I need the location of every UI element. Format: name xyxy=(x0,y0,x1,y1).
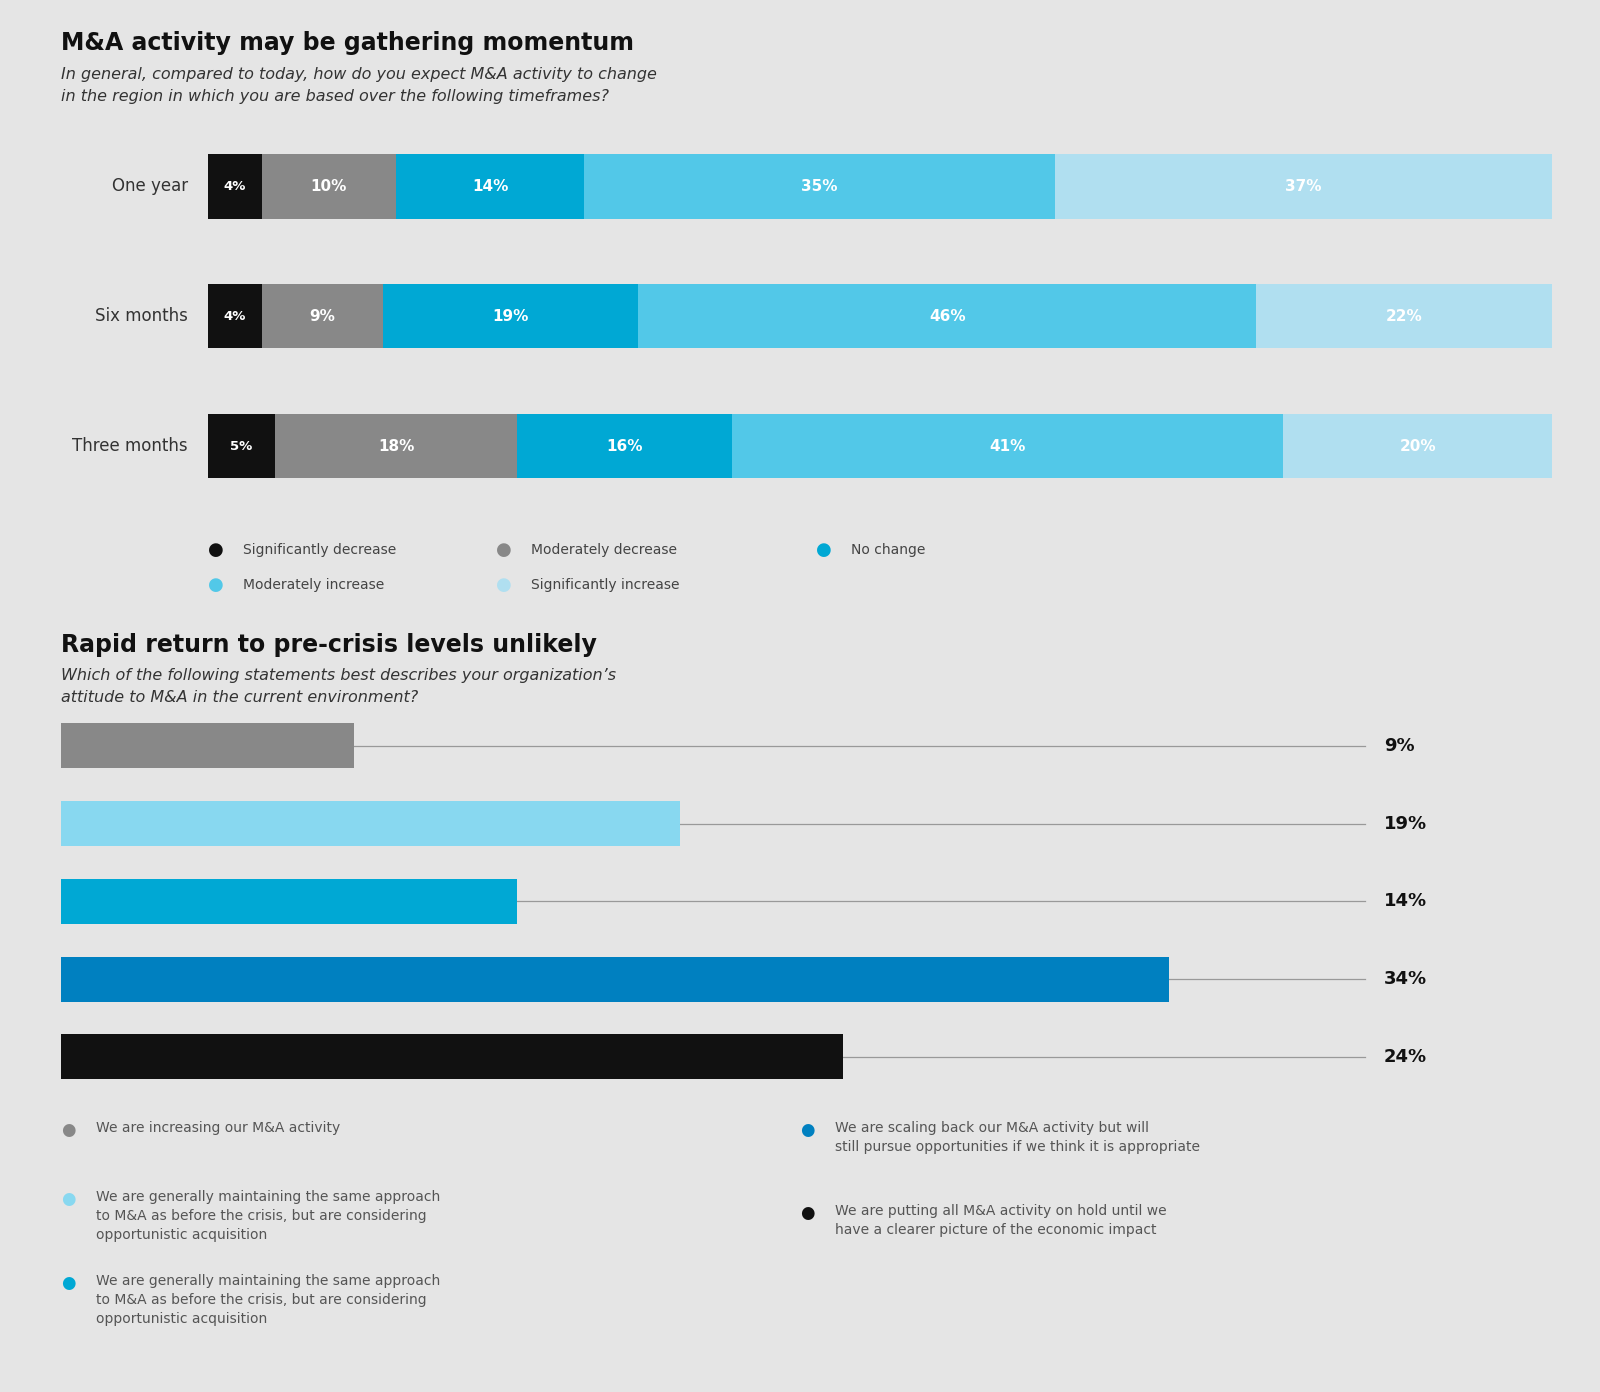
Text: 4%: 4% xyxy=(224,310,246,323)
Bar xyxy=(208,284,262,348)
Text: 46%: 46% xyxy=(930,309,965,324)
Text: One year: One year xyxy=(112,177,187,195)
Bar xyxy=(397,155,584,219)
Bar xyxy=(733,413,1283,479)
Text: ●: ● xyxy=(61,1190,75,1208)
Text: M&A activity may be gathering momentum: M&A activity may be gathering momentum xyxy=(61,31,634,54)
Bar xyxy=(61,1034,843,1079)
Text: 35%: 35% xyxy=(802,180,838,193)
Bar xyxy=(208,155,262,219)
Text: 10%: 10% xyxy=(310,180,347,193)
Bar xyxy=(517,413,733,479)
Text: 4%: 4% xyxy=(224,180,246,193)
Bar xyxy=(208,413,275,479)
Text: 5%: 5% xyxy=(230,440,253,452)
Text: No change: No change xyxy=(851,543,925,557)
Bar xyxy=(1283,413,1552,479)
Text: 18%: 18% xyxy=(378,438,414,454)
Text: Moderately increase: Moderately increase xyxy=(243,578,384,592)
Text: ●: ● xyxy=(816,541,832,558)
Text: ●: ● xyxy=(496,576,512,593)
Text: ●: ● xyxy=(61,1274,75,1292)
Text: 9%: 9% xyxy=(309,309,334,324)
Bar xyxy=(61,956,1170,1002)
Text: 34%: 34% xyxy=(1384,970,1427,988)
Text: 37%: 37% xyxy=(1285,180,1322,193)
Text: ●: ● xyxy=(208,576,224,593)
Text: 9%: 9% xyxy=(1384,736,1414,754)
Text: Moderately decrease: Moderately decrease xyxy=(531,543,677,557)
Text: We are generally maintaining the same approach
to M&A as before the crisis, but : We are generally maintaining the same ap… xyxy=(96,1274,440,1325)
Text: 19%: 19% xyxy=(493,309,528,324)
Text: Rapid return to pre-crisis levels unlikely: Rapid return to pre-crisis levels unlike… xyxy=(61,633,597,657)
Text: Significantly decrease: Significantly decrease xyxy=(243,543,397,557)
Text: In general, compared to today, how do you expect M&A activity to change
in the r: In general, compared to today, how do yo… xyxy=(61,67,656,104)
Text: We are putting all M&A activity on hold until we
have a clearer picture of the e: We are putting all M&A activity on hold … xyxy=(835,1204,1166,1237)
Text: 24%: 24% xyxy=(1384,1048,1427,1066)
Text: Significantly increase: Significantly increase xyxy=(531,578,680,592)
Bar xyxy=(382,284,638,348)
Text: We are generally maintaining the same approach
to M&A as before the crisis, but : We are generally maintaining the same ap… xyxy=(96,1190,440,1242)
Text: ●: ● xyxy=(208,541,224,558)
Text: 19%: 19% xyxy=(1384,814,1427,832)
Text: 41%: 41% xyxy=(989,438,1026,454)
Text: Six months: Six months xyxy=(94,308,187,326)
Bar xyxy=(638,284,1256,348)
Text: 16%: 16% xyxy=(606,438,643,454)
Text: 22%: 22% xyxy=(1386,309,1422,324)
Text: 20%: 20% xyxy=(1400,438,1435,454)
Text: We are scaling back our M&A activity but will
still pursue opportunities if we t: We are scaling back our M&A activity but… xyxy=(835,1121,1200,1154)
Bar xyxy=(275,413,517,479)
Text: ●: ● xyxy=(800,1121,814,1139)
Bar xyxy=(61,724,354,768)
Bar xyxy=(1054,155,1552,219)
Text: Which of the following statements best describes your organization’s
attitude to: Which of the following statements best d… xyxy=(61,668,616,706)
Text: 14%: 14% xyxy=(1384,892,1427,910)
Text: 14%: 14% xyxy=(472,180,509,193)
Bar xyxy=(61,800,680,846)
Text: We are increasing our M&A activity: We are increasing our M&A activity xyxy=(96,1121,341,1134)
Text: ●: ● xyxy=(800,1204,814,1222)
Bar xyxy=(1256,284,1552,348)
Text: ●: ● xyxy=(61,1121,75,1139)
Bar xyxy=(262,284,382,348)
Bar xyxy=(584,155,1054,219)
Bar xyxy=(262,155,397,219)
Text: Three months: Three months xyxy=(72,437,187,455)
Text: ●: ● xyxy=(496,541,512,558)
Bar xyxy=(61,878,517,924)
